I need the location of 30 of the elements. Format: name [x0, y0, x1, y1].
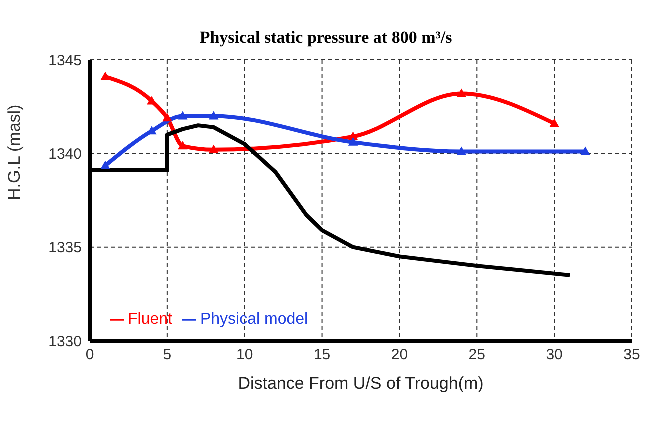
- point: [147, 96, 156, 105]
- point: [162, 114, 172, 122]
- x-tick-label: 15: [314, 346, 331, 364]
- x-tick-label: 5: [163, 346, 172, 364]
- x-tick-label: 30: [546, 346, 563, 364]
- point: [178, 142, 188, 150]
- x-axis-title: Distance From U/S of Trough(m): [238, 374, 484, 393]
- x-tick-label: 25: [468, 346, 486, 364]
- y-tick-label: 1335: [48, 240, 82, 257]
- point: [457, 89, 466, 98]
- point: [348, 138, 358, 146]
- point: [100, 72, 110, 80]
- legend-label: Fluent: [128, 311, 172, 328]
- y-axis-title: H.G.L (masl): [5, 104, 24, 200]
- chart-title: Physical static pressure at 800 m³/s: [198, 28, 454, 48]
- point: [581, 147, 590, 156]
- point: [209, 145, 218, 154]
- y-tick-label: 1345: [48, 52, 82, 70]
- point: [178, 112, 188, 120]
- x-tick-label: 0: [86, 346, 94, 364]
- y-tick-label: 1340: [48, 146, 82, 163]
- point: [209, 112, 218, 120]
- point: [457, 147, 466, 156]
- x-tick-label: 20: [391, 346, 408, 364]
- point: [550, 119, 560, 128]
- legend-label: Physical model: [200, 311, 308, 328]
- x-tick-label: 10: [236, 346, 254, 364]
- y-tick-label: 1330: [48, 333, 82, 350]
- point: [100, 161, 110, 170]
- x-tick-label: 35: [624, 346, 640, 364]
